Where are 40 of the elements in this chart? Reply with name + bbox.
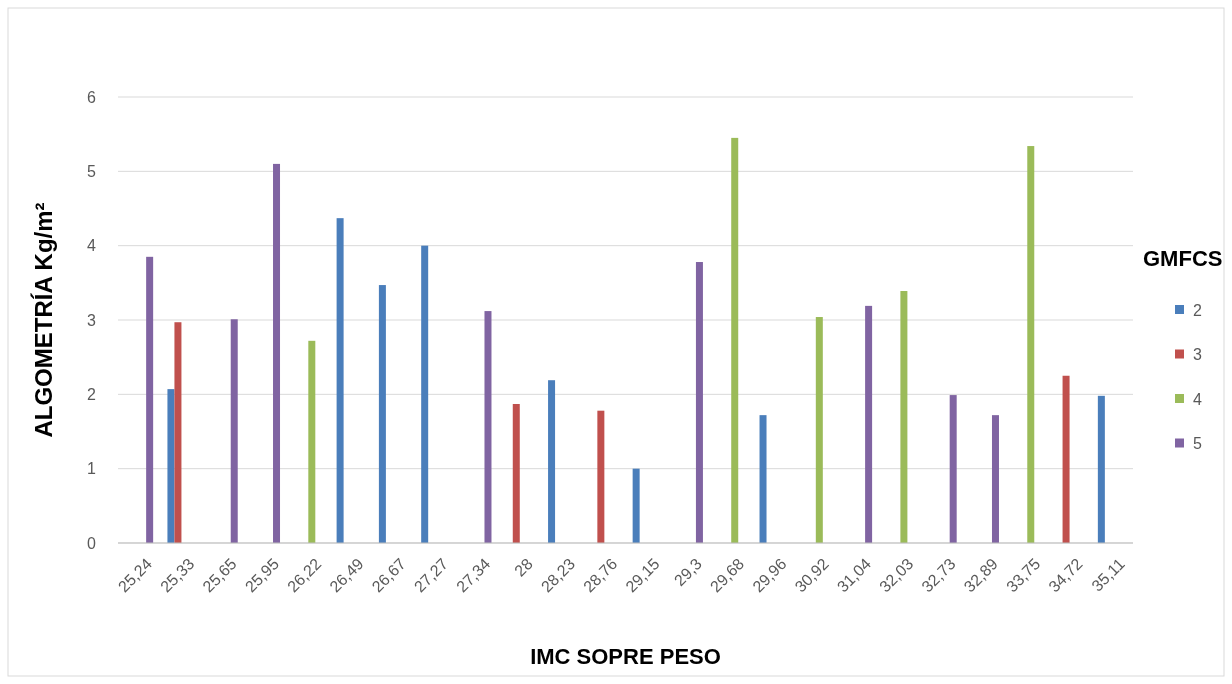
- y-tick-label: 5: [87, 162, 97, 180]
- bar: [421, 245, 429, 543]
- bar: [949, 395, 957, 543]
- bar: [1027, 146, 1035, 543]
- bar: [512, 404, 520, 543]
- x-axis-title: IMC SOPRE PESO: [530, 644, 721, 669]
- bar: [815, 317, 823, 543]
- bar: [632, 468, 640, 543]
- bar: [378, 285, 386, 543]
- bar: [900, 291, 908, 543]
- bar: [336, 218, 344, 543]
- legend-label: 5: [1193, 435, 1202, 453]
- y-tick-label: 6: [87, 88, 97, 106]
- bar: [759, 415, 767, 543]
- y-tick-label: 1: [87, 460, 97, 478]
- y-tick-label: 4: [87, 237, 97, 255]
- bar: [146, 256, 154, 543]
- bar: [167, 389, 175, 543]
- bar: [484, 311, 492, 543]
- y-axis-title: ALGOMETRÍA Kg/m²: [30, 202, 57, 438]
- bar: [991, 415, 999, 543]
- y-tick-label: 3: [87, 311, 97, 329]
- legend-title: GMFCS: [1143, 246, 1223, 271]
- y-tick-label: 0: [87, 534, 97, 552]
- bar: [695, 262, 703, 543]
- bar: [273, 163, 281, 543]
- legend-label: 3: [1193, 346, 1202, 364]
- legend-label: 2: [1193, 301, 1202, 319]
- bar: [548, 380, 556, 543]
- bar: [230, 319, 238, 543]
- legend-label: 4: [1193, 390, 1202, 408]
- bar: [731, 137, 739, 543]
- x-tick-label: 28: [511, 554, 536, 580]
- y-tick-label: 2: [87, 385, 97, 403]
- bar: [308, 340, 316, 543]
- bar: [1097, 395, 1105, 543]
- bar: [174, 322, 182, 543]
- bar: [1062, 375, 1070, 543]
- bar: [865, 305, 873, 543]
- bar: [597, 410, 605, 543]
